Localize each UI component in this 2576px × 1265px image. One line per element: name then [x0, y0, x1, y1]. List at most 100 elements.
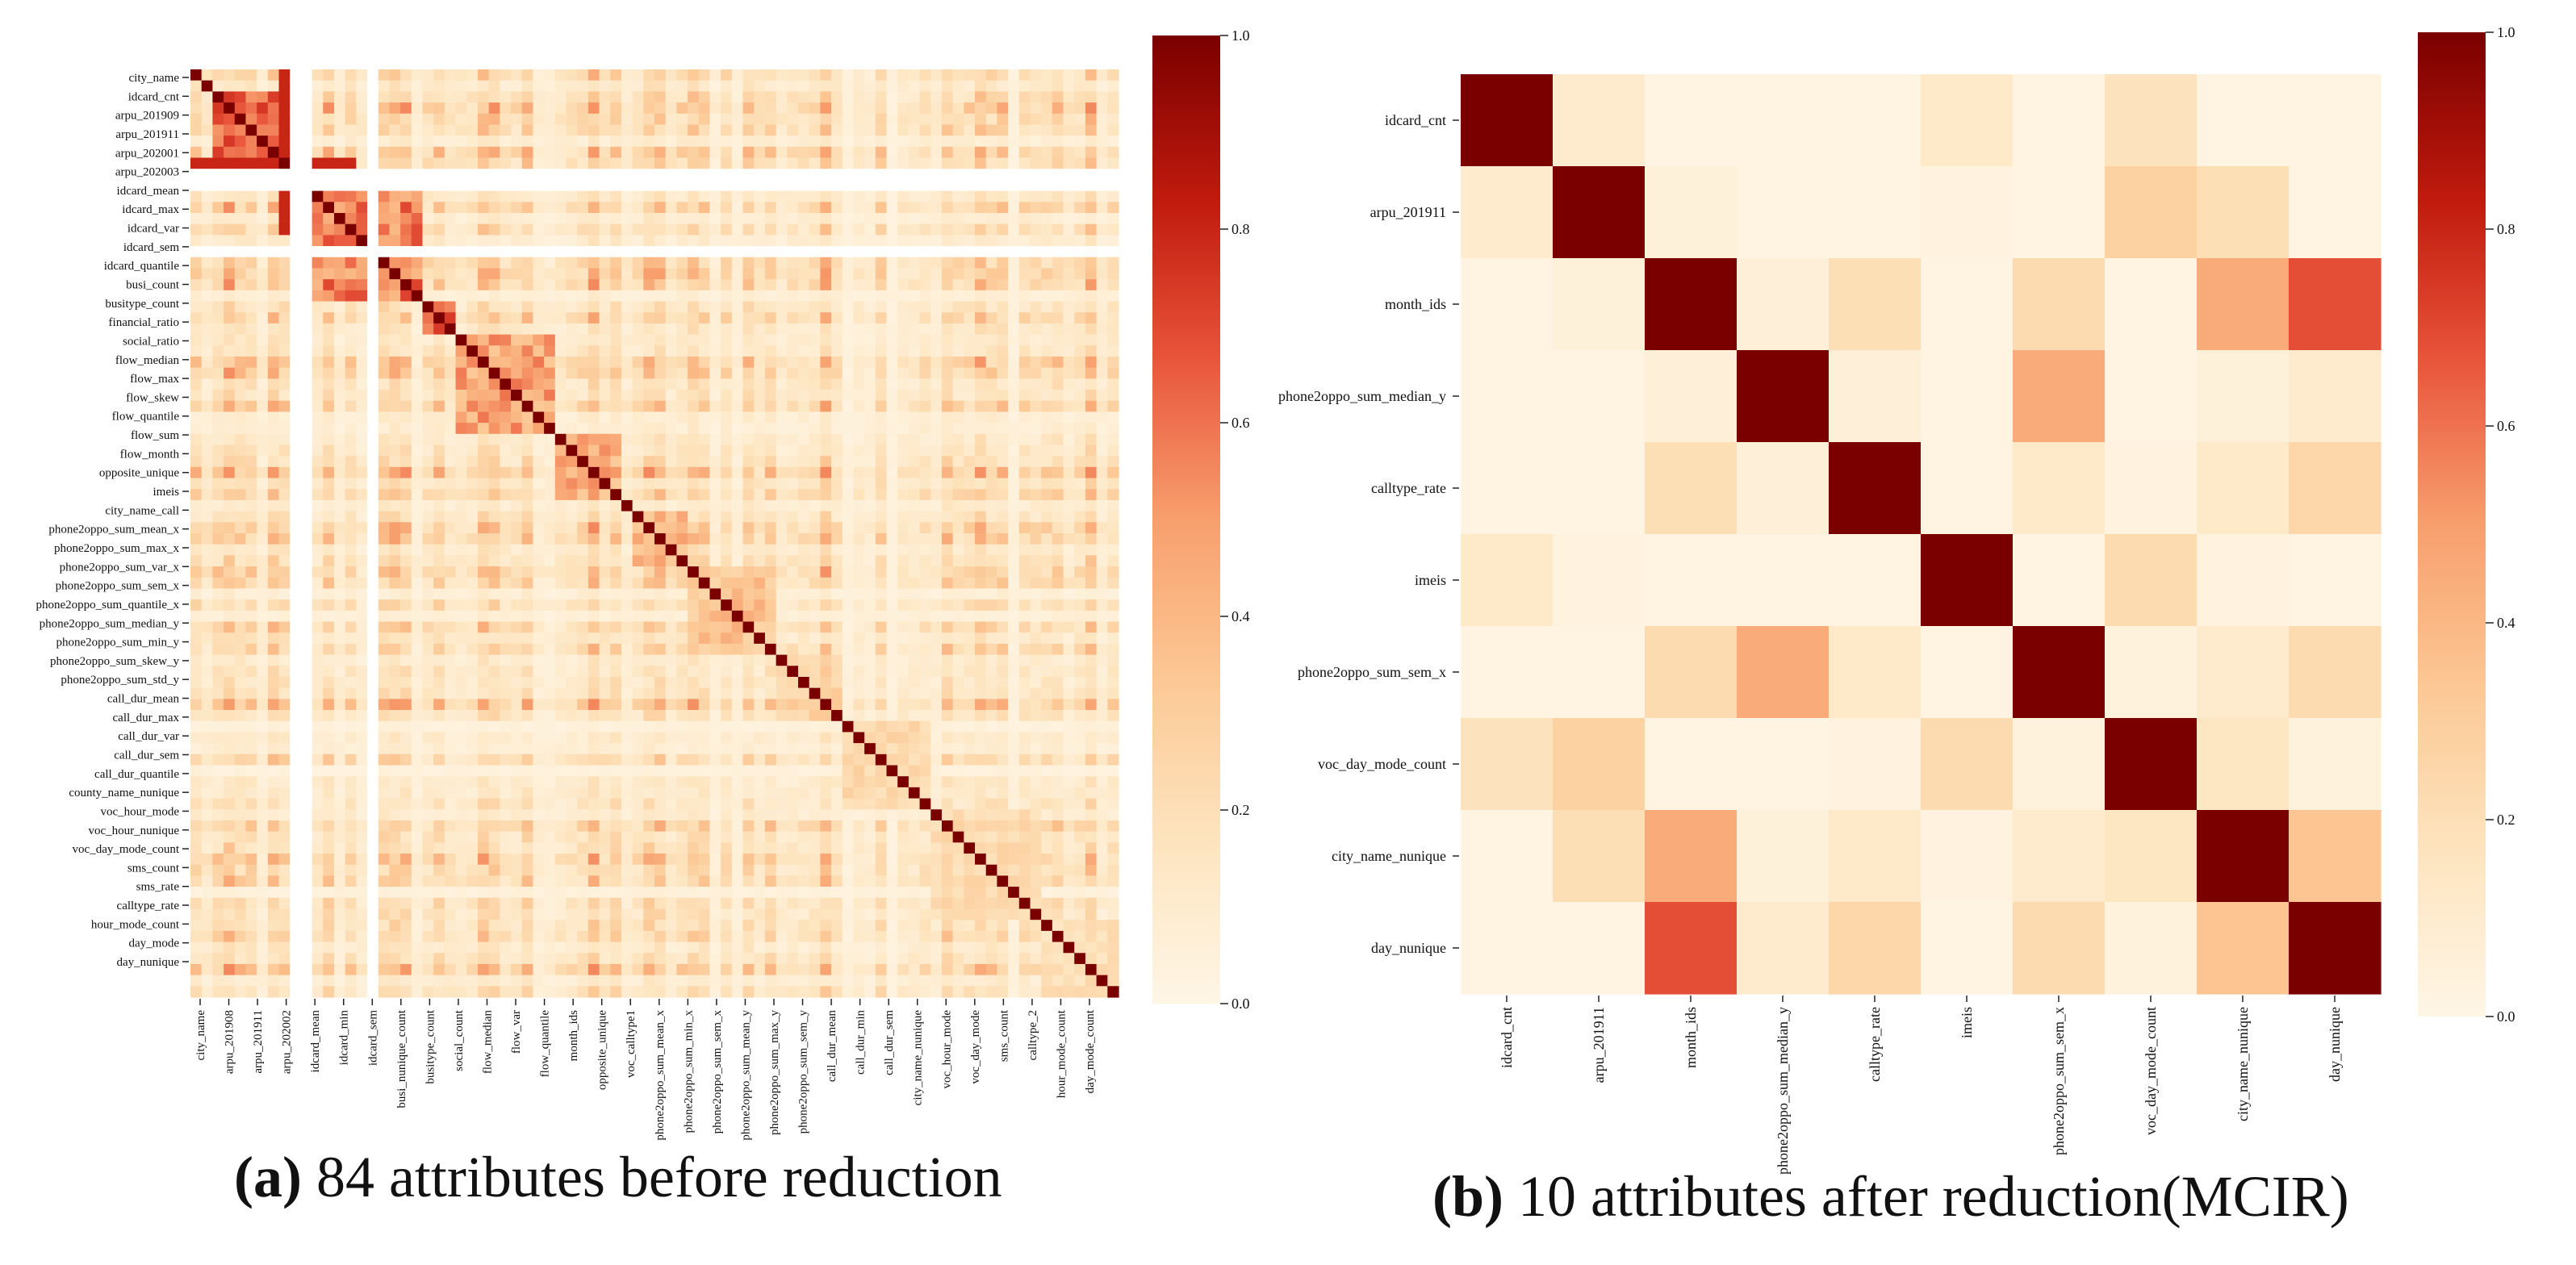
heatmap-a-cell — [797, 511, 810, 523]
heatmap-a-cell — [588, 456, 600, 468]
heatmap-a-cell — [610, 290, 622, 303]
heatmap-a-cell — [908, 268, 921, 280]
heatmap-a-cell — [356, 136, 368, 148]
heatmap-a-cell — [654, 268, 667, 280]
heatmap-a-cell — [853, 610, 865, 623]
heatmap-a-cell — [1030, 666, 1042, 678]
heatmap-a-cell — [886, 489, 898, 501]
heatmap-a-cell — [400, 511, 412, 523]
heatmap-a-cell — [621, 257, 634, 269]
heatmap-a-cell — [930, 478, 943, 490]
heatmap-a-cell — [665, 69, 677, 81]
heatmap-a-cell — [290, 489, 302, 501]
heatmap-a-cell — [566, 301, 578, 313]
heatmap-a-cell — [919, 91, 931, 103]
heatmap-a-cell — [952, 124, 964, 136]
heatmap-a-cell — [290, 466, 302, 479]
heatmap-a-cell — [721, 345, 733, 357]
heatmap-a-cell — [312, 202, 324, 214]
heatmap-a-cell — [201, 136, 213, 148]
heatmap-a-cell — [919, 456, 931, 468]
heatmap-a-cell — [997, 136, 1009, 148]
heatmap-a-cell — [500, 179, 512, 192]
heatmap-a-cell — [875, 157, 888, 169]
heatmap-a-cell — [1063, 411, 1075, 424]
heatmap-a-cell — [599, 632, 611, 645]
heatmap-a-cell — [290, 720, 302, 733]
heatmap-a-cell — [754, 632, 766, 645]
heatmap-a-cell — [190, 499, 203, 512]
heatmap-a-cell — [764, 588, 777, 600]
heatmap-a-cell — [455, 610, 467, 623]
heatmap-a-cell — [1008, 499, 1020, 512]
heatmap-a-cell — [1041, 80, 1053, 92]
heatmap-a-cell — [433, 390, 445, 402]
heatmap-a-cell — [742, 466, 755, 479]
heatmap-a-cell — [488, 257, 500, 269]
heatmap-a-cell — [864, 290, 876, 303]
heatmap-a-cell — [698, 511, 711, 523]
heatmap-a-cell — [632, 334, 644, 346]
heatmap-a-cell — [511, 544, 523, 556]
heatmap-a-cell — [290, 390, 302, 402]
heatmap-a-cell — [356, 699, 368, 711]
heatmap-a-cell — [897, 312, 910, 324]
heatmap-a-cell — [654, 212, 667, 225]
heatmap-a-cell — [588, 411, 600, 424]
heatmap-a-cell — [787, 445, 799, 457]
heatmap-a-cell — [257, 555, 269, 567]
heatmap-a-cell — [742, 632, 755, 645]
heatmap-a-cell — [411, 522, 424, 534]
heatmap-a-cell — [345, 610, 357, 623]
heatmap-a-cell — [721, 91, 733, 103]
heatmap-a-cell — [488, 411, 500, 424]
heatmap-a-cell — [1074, 246, 1086, 258]
heatmap-a-cell — [201, 555, 213, 567]
heatmap-a-cell — [621, 157, 634, 169]
heatmap-a-cell — [797, 91, 810, 103]
heatmap-a-cell — [676, 80, 688, 92]
heatmap-a-cell — [544, 334, 556, 346]
heatmap-a-cell — [544, 202, 556, 214]
heatmap-a-cell — [985, 80, 997, 92]
heatmap-a-cell — [422, 699, 434, 711]
heatmap-a-cell — [764, 157, 777, 169]
heatmap-a-cell — [444, 246, 457, 258]
heatmap-a-cell — [709, 246, 721, 258]
heatmap-a-cell — [621, 169, 634, 181]
heatmap-a-cell — [985, 599, 997, 612]
heatmap-a-cell — [433, 666, 445, 678]
heatmap-a-cell — [875, 433, 888, 446]
heatmap-a-cell — [875, 334, 888, 346]
heatmap-a-cell — [1018, 80, 1031, 92]
heatmap-a-cell — [544, 301, 556, 313]
heatmap-a-cell — [245, 621, 257, 633]
heatmap-a-cell — [964, 345, 976, 357]
heatmap-a-cell — [1018, 643, 1031, 656]
heatmap-a-cell — [1008, 632, 1020, 645]
heatmap-a-cell — [411, 345, 424, 357]
heatmap-a-cell — [665, 301, 677, 313]
heatmap-a-cell — [1008, 400, 1020, 412]
heatmap-a-cell — [985, 390, 997, 402]
heatmap-a-cell — [688, 268, 700, 280]
heatmap-a-cell — [1041, 456, 1053, 468]
heatmap-a-cell — [533, 676, 545, 689]
heatmap-a-cell — [654, 489, 667, 501]
heatmap-a-cell — [245, 666, 257, 678]
heatmap-a-cell — [356, 223, 368, 236]
heatmap-a-cell — [212, 301, 224, 313]
heatmap-a-cell — [952, 489, 964, 501]
heatmap-a-cell — [964, 378, 976, 390]
heatmap-a-cell — [1085, 710, 1098, 722]
heatmap-a-cell — [554, 499, 567, 512]
heatmap-a-cell — [422, 157, 434, 169]
heatmap-a-cell — [742, 212, 755, 225]
heatmap-a-cell — [1074, 577, 1086, 590]
heatmap-a-cell — [908, 400, 921, 412]
heatmap-a-cell — [1063, 544, 1075, 556]
heatmap-a-cell — [919, 445, 931, 457]
heatmap-a-cell — [544, 246, 556, 258]
heatmap-a-cell — [1096, 334, 1108, 346]
heatmap-a-cell — [554, 676, 567, 689]
